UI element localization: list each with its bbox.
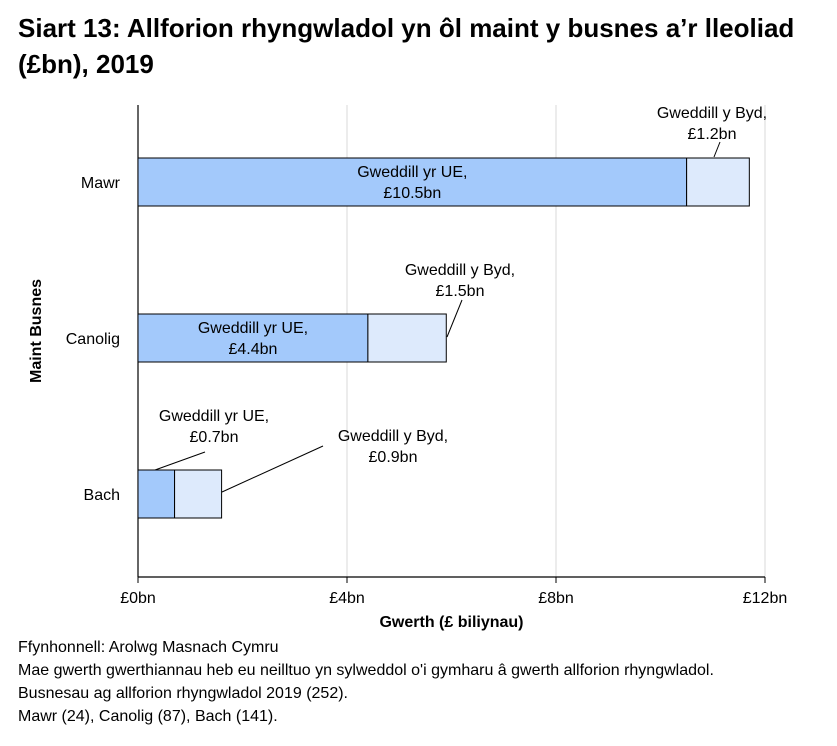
source-note: Ffynhonnell: Arolwg Masnach Cymru [18, 639, 279, 656]
x-tick-label: £12bn [743, 590, 788, 607]
footnote: Mae gwerth gwerthiannau heb eu neilltuo … [18, 662, 714, 679]
x-tick-label: £4bn [329, 590, 365, 607]
data-label-world: Gweddill y Byd, £0.9bn [338, 428, 448, 466]
leader-line [713, 141, 721, 158]
data-label-eu: Gweddill yr UE, £4.4bn [198, 320, 308, 358]
footnote: Mawr (24), Canolig (87), Bach (141). [18, 708, 278, 725]
chart-title: Siart 13: Allforion rhyngwladol yn ôl ma… [18, 13, 795, 79]
chart-notes: Ffynhonnell: Arolwg Masnach Cymru Mae gw… [18, 636, 714, 728]
data-label-eu: Gweddill yr UE, £10.5bn [357, 164, 467, 202]
y-tick-label: Mawr [81, 175, 121, 192]
data-label-world: Gweddill y Byd, £1.2bn [657, 105, 767, 143]
footnote: Busnesau ag allforion rhyngwladol 2019 (… [18, 685, 348, 702]
y-tick-label: Bach [84, 487, 120, 504]
data-label-eu: Gweddill yr UE, £0.7bn [159, 408, 269, 446]
x-axis-title: Gwerth (£ biliynau) [379, 614, 523, 631]
y-tick-label: Canolig [66, 331, 120, 348]
bar-segment-eu [137, 469, 176, 519]
leader-line [154, 451, 206, 471]
bar-segment-eu [137, 157, 688, 207]
data-label-world: Gweddill y Byd, £1.5bn [405, 262, 515, 300]
bar-segment-world [686, 157, 750, 207]
leader-line [221, 445, 324, 493]
leader-line [446, 299, 463, 338]
y-axis-title: Maint Busnes [28, 279, 45, 383]
x-tick-label: £8bn [538, 590, 574, 607]
x-tick-label: £0bn [120, 590, 156, 607]
bar-segment-world [174, 469, 223, 519]
bar-segment-world [367, 313, 447, 363]
